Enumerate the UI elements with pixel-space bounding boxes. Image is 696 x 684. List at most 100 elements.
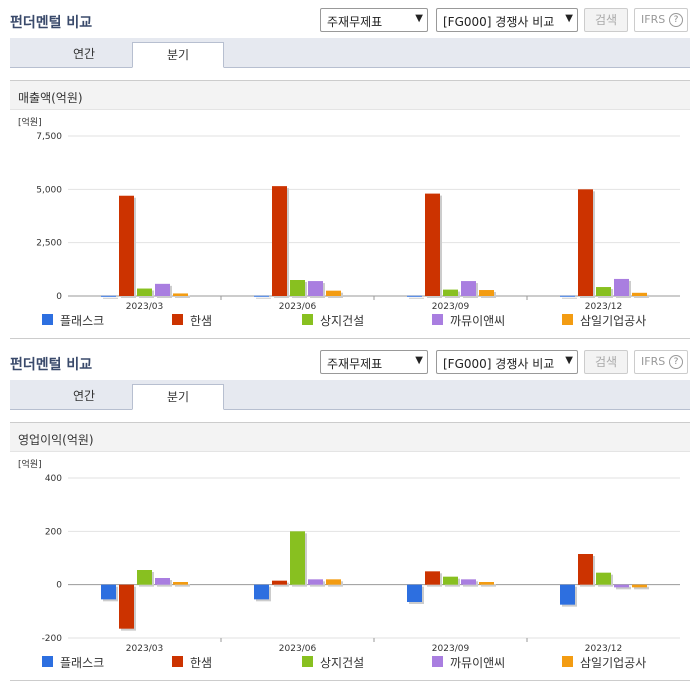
bar[interactable]	[173, 293, 188, 296]
tab-quarterly[interactable]: 분기	[132, 384, 224, 410]
bar[interactable]	[578, 189, 593, 296]
statement-type-select[interactable]: 주재무제표 ▼	[320, 350, 428, 374]
bar[interactable]	[101, 295, 116, 297]
period-tabs: 연간 분기	[10, 380, 690, 410]
y-axis-unit: [억원]	[18, 458, 42, 470]
bar[interactable]	[614, 584, 629, 588]
bar[interactable]	[425, 571, 440, 585]
bar[interactable]	[290, 531, 305, 585]
revenue-chart: [억원] 0 2,500 5,000 7,500 2023/03 2023/06 2023/0…	[10, 110, 690, 338]
bar-shadow	[634, 294, 649, 298]
peer-group-select[interactable]: [FG000] 경쟁사 비교 ▼	[436, 350, 578, 374]
section-header: 펀더멘털 비교 주재무제표 ▼ [FG000] 경쟁사 비교 ▼ 검색 IFRS?	[0, 342, 696, 380]
y-tick-label: 5,000	[36, 185, 62, 195]
bar[interactable]	[443, 576, 458, 585]
legend-swatch	[172, 656, 183, 667]
bar[interactable]	[560, 584, 575, 605]
x-category-label: 2023/12	[585, 644, 622, 652]
chevron-down-icon: ▼	[415, 13, 423, 24]
legend-swatch	[562, 656, 573, 667]
bar[interactable]	[290, 280, 305, 296]
ifrs-help-button[interactable]: IFRS?	[634, 350, 688, 374]
bar[interactable]	[407, 295, 422, 297]
bar-shadow	[481, 584, 496, 587]
bar[interactable]	[479, 290, 494, 296]
bar[interactable]	[461, 579, 476, 585]
legend-swatch	[562, 314, 573, 325]
bar-shadow	[103, 297, 118, 299]
tab-annual[interactable]: 연간	[72, 47, 96, 61]
legend-label: 플래스크	[60, 656, 105, 670]
bar[interactable]	[596, 572, 611, 585]
bar[interactable]	[596, 287, 611, 296]
divider	[10, 338, 690, 339]
metric-header: 매출액(억원)	[10, 80, 690, 110]
fundamental-comparison-section-operating-profit: 펀더멘털 비교 주재무제표 ▼ [FG000] 경쟁사 비교 ▼ 검색 IFRS? …	[0, 342, 696, 684]
search-button[interactable]: 검색	[584, 350, 628, 374]
bar[interactable]	[632, 584, 647, 588]
x-category-label: 2023/12	[585, 302, 622, 310]
bar[interactable]	[254, 295, 269, 297]
tab-annual[interactable]: 연간	[72, 389, 96, 403]
bar[interactable]	[308, 579, 323, 585]
legend-swatch	[172, 314, 183, 325]
x-category-label: 2023/09	[432, 302, 470, 310]
bar[interactable]	[461, 281, 476, 296]
period-tabs: 연간 분기	[10, 38, 690, 68]
legend-label: 까뮤이앤씨	[450, 656, 506, 670]
bar[interactable]	[254, 584, 269, 600]
operating-profit-chart: [억원] -200 0 200 400 2023/03 2023/06 2023/09 2023…	[10, 452, 690, 680]
search-button[interactable]: 검색	[584, 8, 628, 32]
y-tick-label: 400	[45, 474, 62, 484]
y-tick-label: 2,500	[36, 239, 62, 249]
bar[interactable]	[155, 283, 170, 296]
bar[interactable]	[326, 579, 341, 585]
bar-shadow	[175, 295, 190, 298]
bar[interactable]	[614, 278, 629, 296]
legend-label: 상지건설	[320, 656, 365, 670]
bar[interactable]	[119, 584, 134, 629]
bar[interactable]	[155, 578, 170, 585]
ifrs-help-button[interactable]: IFRS?	[634, 8, 688, 32]
bar[interactable]	[308, 281, 323, 296]
bar[interactable]	[407, 584, 422, 602]
bar[interactable]	[137, 570, 152, 585]
bar[interactable]	[173, 582, 188, 585]
bar[interactable]	[272, 580, 287, 585]
bar[interactable]	[479, 582, 494, 585]
bar[interactable]	[137, 288, 152, 296]
bar[interactable]	[101, 584, 116, 600]
metric-title: 영업이익(억원)	[18, 433, 94, 447]
bar[interactable]	[119, 195, 134, 296]
bar-shadow	[409, 297, 424, 299]
bar[interactable]	[425, 193, 440, 296]
statement-type-value: 주재무제표	[327, 15, 383, 29]
statement-type-select[interactable]: 주재무제표 ▼	[320, 8, 428, 32]
bar-shadow	[562, 297, 577, 299]
fundamental-comparison-section-revenue: 펀더멘털 비교 주재무제표 ▼ [FG000] 경쟁사 비교 ▼ 검색 IFRS? …	[0, 0, 696, 339]
bar[interactable]	[560, 295, 575, 297]
question-icon: ?	[669, 355, 683, 369]
section-title: 펀더멘털 비교	[10, 15, 93, 31]
legend-swatch	[42, 314, 53, 325]
bar[interactable]	[326, 290, 341, 296]
chart-legend: 플래스크 한샘 상지건설 까뮤이앤씨 삼일기업공사	[20, 311, 696, 333]
legend-label: 한샘	[190, 656, 213, 670]
bar[interactable]	[578, 554, 593, 585]
metric-header: 영업이익(억원)	[10, 422, 690, 452]
peer-group-value: [FG000] 경쟁사 비교	[443, 357, 555, 371]
legend-swatch	[432, 656, 443, 667]
statement-type-value: 주재무제표	[327, 357, 383, 371]
bar-shadow	[175, 584, 190, 587]
bar-shadow	[256, 297, 271, 299]
bar[interactable]	[443, 289, 458, 296]
peer-group-select[interactable]: [FG000] 경쟁사 비교 ▼	[436, 8, 578, 32]
tab-quarterly[interactable]: 분기	[132, 42, 224, 68]
question-icon: ?	[669, 13, 683, 27]
section-header: 펀더멘털 비교 주재무제표 ▼ [FG000] 경쟁사 비교 ▼ 검색 IFRS?	[0, 0, 696, 38]
legend-label: 상지건설	[320, 314, 365, 328]
bar[interactable]	[272, 186, 287, 296]
bar[interactable]	[632, 292, 647, 296]
chevron-down-icon: ▼	[565, 355, 573, 366]
chart-legend: 플래스크 한샘 상지건설 까뮤이앤씨 삼일기업공사	[20, 653, 696, 675]
